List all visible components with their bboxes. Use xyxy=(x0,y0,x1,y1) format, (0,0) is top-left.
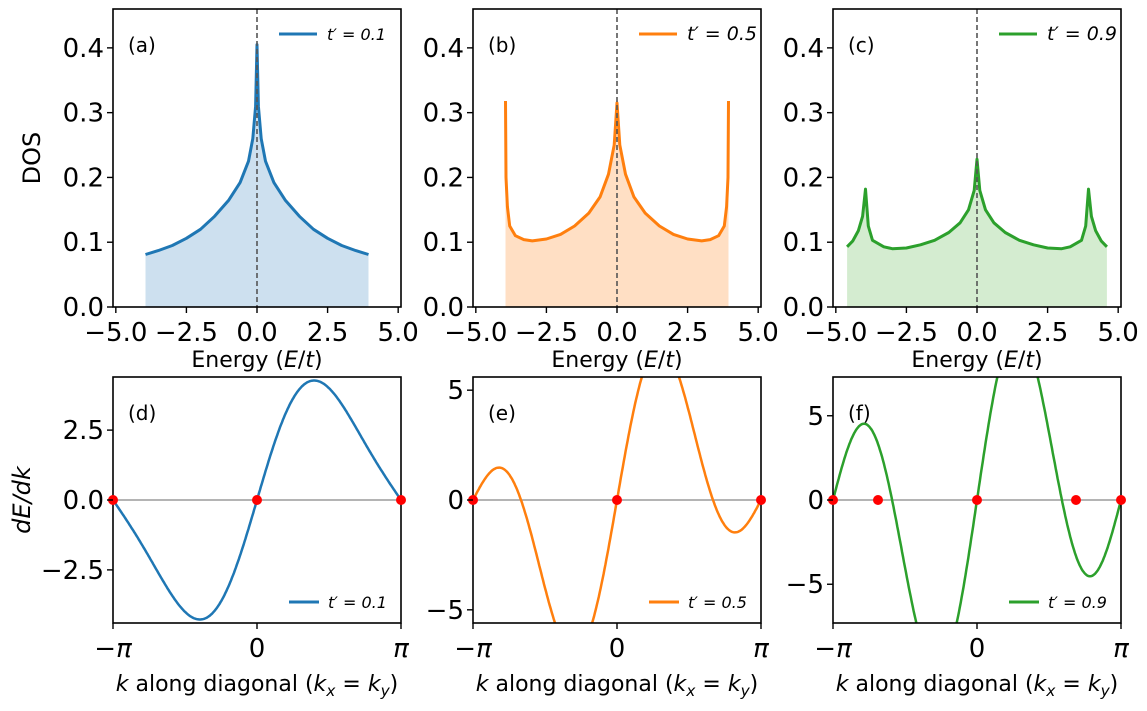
legend: t′ = 0.5 xyxy=(649,593,747,612)
y-tick-label: 0.2 xyxy=(63,163,104,193)
x-tick-label: 2.5 xyxy=(667,318,708,348)
x-tick-label: 0 xyxy=(969,634,986,664)
legend-label: t′ = 0.1 xyxy=(327,25,386,44)
y-tick-label: 0.1 xyxy=(783,228,824,258)
plot-area xyxy=(846,9,1108,307)
y-tick-label: 0.1 xyxy=(423,228,464,258)
y-tick-label: 0.3 xyxy=(783,99,824,129)
x-tick-label: 2.5 xyxy=(307,318,348,348)
x-tick-label: −π xyxy=(454,634,492,664)
legend-label: t′ = 0.9 xyxy=(1048,593,1107,612)
panel-label: (c) xyxy=(848,33,875,57)
y-tick-label: −2.5 xyxy=(41,556,104,586)
zero-crossing-marker xyxy=(612,495,622,505)
x-tick-label: π xyxy=(1113,634,1129,664)
y-tick-label: 0.2 xyxy=(783,163,824,193)
legend: t′ = 0.9 xyxy=(1009,593,1107,612)
legend: t′ = 0.9 xyxy=(999,23,1117,45)
y-tick-label: 0.4 xyxy=(63,34,104,64)
legend: t′ = 0.1 xyxy=(279,25,386,44)
legend-label: t′ = 0.1 xyxy=(328,593,387,612)
zero-crossing-marker xyxy=(756,495,766,505)
legend-label: t′ = 0.5 xyxy=(688,593,747,612)
x-tick-label: 0.0 xyxy=(236,318,277,348)
x-tick-label: −2.5 xyxy=(875,318,938,348)
zero-crossing-marker xyxy=(1116,495,1126,505)
y-tick-label: 0.0 xyxy=(63,486,104,516)
zero-crossing-marker xyxy=(972,495,982,505)
x-tick-label: −5.0 xyxy=(84,318,147,348)
legend-label: t′ = 0.5 xyxy=(687,23,757,45)
y-tick-label: 0.3 xyxy=(423,99,464,129)
x-tick-label: 0.0 xyxy=(596,318,637,348)
x-tick-label: 5.0 xyxy=(1097,318,1138,348)
y-tick-label: 0.0 xyxy=(63,293,104,323)
x-axis-label: k along diagonal (kx = ky) xyxy=(476,672,759,700)
legend-label: t′ = 0.9 xyxy=(1047,23,1117,45)
plot-area xyxy=(504,9,730,307)
panel-label: (e) xyxy=(488,401,516,425)
x-axis-label: k along diagonal (kx = ky) xyxy=(116,672,399,700)
x-tick-label: −2.5 xyxy=(155,318,218,348)
panel-label: (b) xyxy=(488,33,516,57)
x-tick-label: π xyxy=(753,634,769,664)
x-tick-label: −π xyxy=(94,634,132,664)
panel-label: (a) xyxy=(128,33,156,57)
x-tick-label: −5.0 xyxy=(804,318,867,348)
x-tick-label: −π xyxy=(814,634,852,664)
panel-c: −5.0 −2.5 0.0 2.5 5.0 0.0 0.1 0.2 0.3 0.4 Energy (… xyxy=(783,8,1139,373)
y-tick-label: 2.5 xyxy=(63,416,104,446)
zero-crossing-marker xyxy=(1071,495,1082,505)
x-tick-label: 0.0 xyxy=(956,318,997,348)
y-tick-label: 0.1 xyxy=(63,228,104,258)
y-tick-label: −5 xyxy=(786,570,824,600)
x-tick-label: 0 xyxy=(609,634,626,664)
legend: t′ = 0.1 xyxy=(289,593,387,612)
x-tick-label: 5.0 xyxy=(377,318,418,348)
plot-area xyxy=(145,9,369,307)
y-tick-label: 0.2 xyxy=(423,163,464,193)
y-tick-label: 5 xyxy=(447,376,464,406)
dos-series-line xyxy=(846,157,1108,251)
x-tick-label: 0 xyxy=(249,634,266,664)
dos-fill-area xyxy=(145,44,369,307)
x-axis-label: Energy (E/t) xyxy=(911,348,1042,373)
y-axis-label: DOS xyxy=(18,132,46,185)
panel-a: −5.0 −2.5 0.0 2.5 5.0 0.0 0.1 0.2 0.3 0.4 Energy (… xyxy=(18,8,419,373)
x-tick-label: π xyxy=(393,634,409,664)
x-axis-label: Energy (E/t) xyxy=(551,348,682,373)
y-tick-label: 0.0 xyxy=(783,293,824,323)
y-tick-label: 0 xyxy=(807,486,824,516)
x-axis-label: Energy (E/t) xyxy=(191,348,322,373)
zero-crossing-marker xyxy=(252,495,262,505)
panel-d: −π 0 π −2.5 0.0 2.5 k along diagonal (kx = ky)… xyxy=(8,376,409,700)
y-tick-label: 0.4 xyxy=(423,34,464,64)
x-tick-label: 2.5 xyxy=(1027,318,1068,348)
panel-b: −5.0 −2.5 0.0 2.5 5.0 0.0 0.1 0.2 0.3 0.4 Energy (… xyxy=(423,8,779,373)
x-tick-label: 5.0 xyxy=(737,318,778,348)
y-tick-label: 0.3 xyxy=(63,99,104,129)
y-tick-label: 0 xyxy=(447,486,464,516)
y-tick-label: 0.0 xyxy=(423,293,464,323)
panel-e: −π 0 π −5 0 5 k along diagonal (kx = ky) (e) t′ … xyxy=(426,376,770,700)
x-tick-label: −5.0 xyxy=(444,318,507,348)
zero-crossing-marker xyxy=(396,495,406,505)
panel-label: (d) xyxy=(128,401,156,425)
x-axis-label: k along diagonal (kx = ky) xyxy=(836,672,1119,700)
panel-label: (f) xyxy=(848,401,871,425)
legend: t′ = 0.5 xyxy=(639,23,757,45)
y-axis-label: dE/dk xyxy=(8,465,36,534)
y-tick-label: −5 xyxy=(426,596,464,626)
panel-f: −π 0 π −5 0 5 k along diagonal (kx = ky) (f) t′ … xyxy=(786,376,1129,700)
zero-crossing-marker xyxy=(872,495,883,505)
y-tick-label: 5 xyxy=(807,402,824,432)
y-tick-label: 0.4 xyxy=(783,34,824,64)
dos-series-line xyxy=(504,100,730,243)
x-tick-label: −2.5 xyxy=(515,318,578,348)
